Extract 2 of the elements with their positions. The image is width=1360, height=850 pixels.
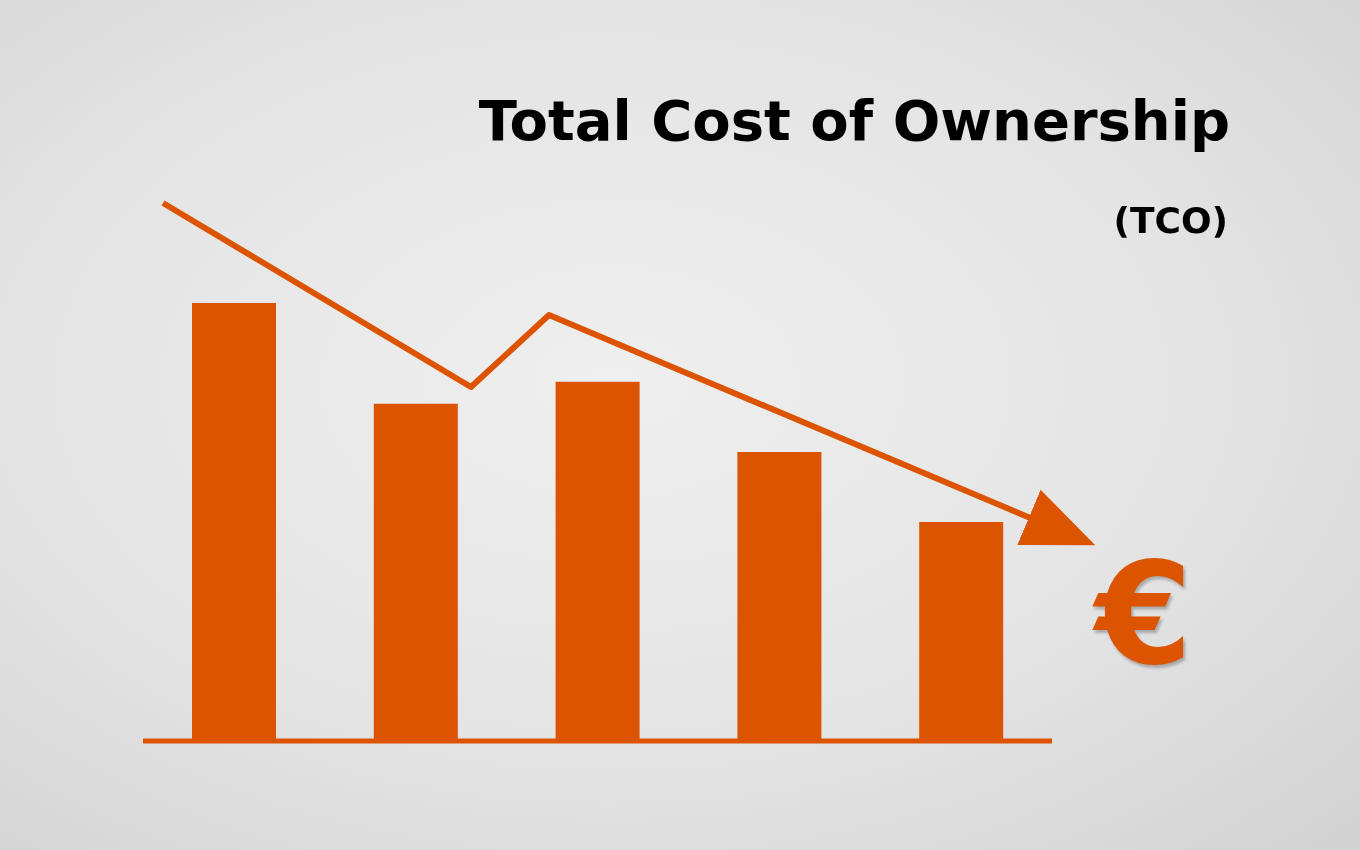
- chart-title: Total Cost of Ownership: [478, 88, 1230, 153]
- text: (TCO): [1113, 200, 1228, 241]
